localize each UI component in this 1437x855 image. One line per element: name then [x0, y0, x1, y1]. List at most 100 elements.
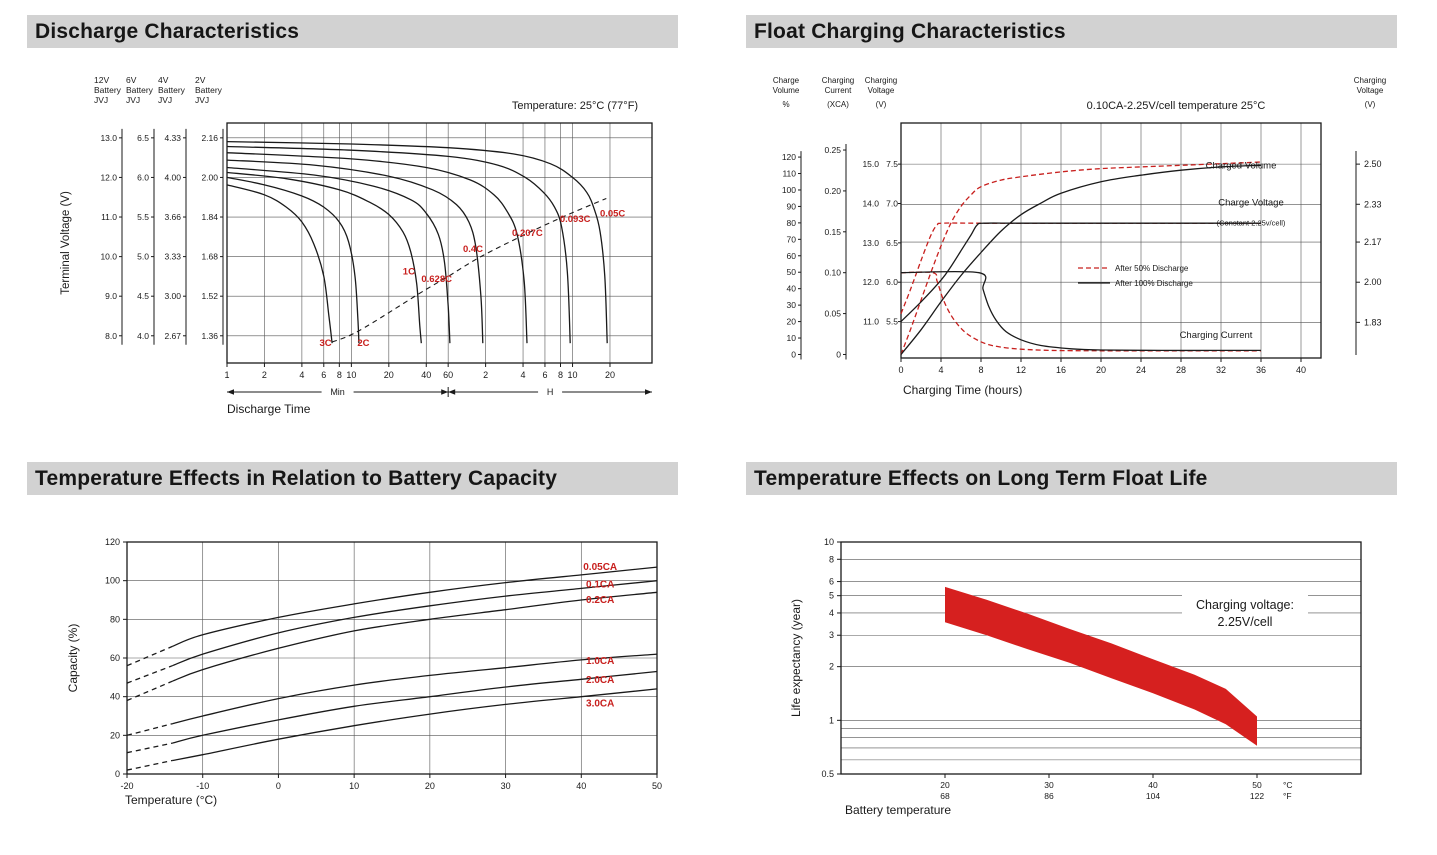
svg-text:2: 2 [262, 370, 267, 380]
panel-discharge-characteristics: Discharge Characteristics 1 2 4 6 8 10 20 40 60 2… [27, 15, 678, 416]
svg-text:20: 20 [787, 317, 797, 327]
svg-text:68: 68 [940, 791, 950, 801]
svg-text:(V): (V) [876, 100, 887, 109]
svg-text:10: 10 [346, 370, 356, 380]
svg-text:2: 2 [483, 370, 488, 380]
svg-text:3.0CA: 3.0CA [586, 698, 614, 709]
discharge-chart: 1 2 4 6 8 10 20 40 60 2 4 6 8 10 20 12V Battery JVJ 13.0 12… [27, 63, 707, 436]
svg-text:20: 20 [940, 780, 950, 790]
svg-text:4.33: 4.33 [164, 133, 181, 143]
svg-text:Charge: Charge [773, 76, 800, 85]
svg-text:4.0: 4.0 [137, 331, 149, 341]
svg-text:50: 50 [1252, 780, 1262, 790]
svg-text:6.5: 6.5 [886, 238, 898, 248]
svg-text:0.2CA: 0.2CA [586, 595, 614, 606]
svg-text:0.207C: 0.207C [512, 228, 543, 239]
svg-text:-10: -10 [196, 781, 209, 791]
svg-text:120: 120 [105, 537, 120, 547]
svg-text:30: 30 [501, 781, 511, 791]
svg-text:32: 32 [1216, 365, 1226, 375]
float-life-band [945, 586, 1257, 746]
svg-text:60: 60 [787, 251, 797, 261]
svg-text:1: 1 [829, 715, 834, 725]
svg-text:8: 8 [337, 370, 342, 380]
svg-text:8.0: 8.0 [105, 331, 117, 341]
svg-text:100: 100 [105, 576, 120, 586]
svg-text:2.0CA: 2.0CA [586, 675, 614, 686]
svg-text:40: 40 [110, 692, 120, 702]
svg-text:20: 20 [1096, 365, 1106, 375]
svg-text:0.25: 0.25 [824, 145, 841, 155]
svg-text:12: 12 [1016, 365, 1026, 375]
svg-text:0: 0 [791, 349, 796, 359]
svg-text:80: 80 [787, 218, 797, 228]
svg-text:5.5: 5.5 [886, 317, 898, 327]
svg-text:8: 8 [978, 365, 983, 375]
svg-text:6.0: 6.0 [137, 172, 149, 182]
svg-text:10: 10 [568, 370, 578, 380]
svg-text:JVJ: JVJ [158, 95, 172, 105]
svg-text:Charging voltage:: Charging voltage: [1196, 598, 1294, 612]
svg-text:Charging: Charging [822, 76, 854, 85]
float-charging-chart: 0 4 8 12 16 20 24 28 32 36 40 Charging Time (hours)… [746, 63, 1406, 436]
svg-text:2.00: 2.00 [201, 172, 218, 182]
svg-text:Temperature (°C): Temperature (°C) [125, 793, 217, 807]
svg-text:6: 6 [321, 370, 326, 380]
svg-text:9.0: 9.0 [105, 291, 117, 301]
svg-text:30: 30 [1044, 780, 1054, 790]
svg-text:1.0CA: 1.0CA [586, 656, 614, 667]
svg-text:Battery: Battery [126, 85, 154, 95]
svg-text:3C: 3C [319, 338, 331, 349]
svg-text:80: 80 [110, 614, 120, 624]
svg-text:JVJ: JVJ [195, 95, 209, 105]
svg-text:40: 40 [787, 284, 797, 294]
svg-text:40: 40 [1148, 780, 1158, 790]
svg-text:5: 5 [829, 591, 834, 601]
svg-text:Terminal Voltage (V): Terminal Voltage (V) [60, 191, 72, 295]
svg-text:4: 4 [521, 370, 526, 380]
svg-text:120: 120 [782, 152, 796, 162]
svg-text:2C: 2C [357, 338, 369, 349]
svg-text:0.10: 0.10 [824, 268, 841, 278]
svg-text:10: 10 [824, 537, 834, 547]
svg-text:11.0: 11.0 [863, 317, 879, 327]
svg-text:24: 24 [1136, 365, 1146, 375]
svg-text:0: 0 [898, 365, 903, 375]
svg-text:110: 110 [782, 169, 796, 179]
svg-text:3.33: 3.33 [164, 252, 181, 262]
svg-text:86: 86 [1044, 791, 1054, 801]
svg-text:(Constant 2.25v/cell): (Constant 2.25v/cell) [1217, 219, 1286, 228]
svg-text:2V: 2V [195, 75, 206, 85]
svg-text:After 100% Discharge: After 100% Discharge [1115, 279, 1193, 288]
svg-text:16: 16 [1056, 365, 1066, 375]
svg-text:100: 100 [782, 185, 796, 195]
svg-text:8: 8 [829, 554, 834, 564]
svg-text:12.0: 12.0 [862, 277, 879, 287]
svg-text:6.0: 6.0 [886, 277, 898, 287]
svg-text:0.05C: 0.05C [600, 208, 625, 219]
float-life-section-title: Temperature Effects on Long Term Float L… [754, 466, 1208, 490]
svg-text:90: 90 [787, 201, 797, 211]
panel-temperature-capacity: Temperature Effects in Relation to Batte… [27, 462, 678, 807]
svg-text:2.17: 2.17 [1364, 237, 1382, 247]
svg-text:4.00: 4.00 [164, 172, 181, 182]
svg-text:-20: -20 [120, 781, 133, 791]
svg-text:Charging: Charging [865, 76, 897, 85]
svg-text:4.5: 4.5 [137, 291, 149, 301]
temperature-capacity-section-header: Temperature Effects in Relation to Batte… [27, 462, 678, 495]
svg-text:50: 50 [787, 267, 797, 277]
svg-text:1.52: 1.52 [201, 291, 218, 301]
float-charging-section-header: Float Charging Characteristics [746, 15, 1397, 48]
svg-text:13.0: 13.0 [100, 133, 117, 143]
svg-text:Min: Min [330, 387, 345, 397]
svg-text:0.05CA: 0.05CA [583, 562, 617, 573]
svg-text:Voltage: Voltage [1357, 86, 1384, 95]
svg-text:7.0: 7.0 [886, 198, 898, 208]
svg-text:20: 20 [605, 370, 615, 380]
svg-text:2.25V/cell: 2.25V/cell [1218, 615, 1273, 629]
float-life-chart-svg: 1086543210.5206830864010450122°C°FChargi… [789, 537, 1362, 817]
svg-text:Current: Current [825, 86, 852, 95]
temperature-capacity-chart: -20 -10 0 10 20 30 40 50 0 20 40 60 80 100 120 Capacity… [27, 502, 687, 852]
svg-text:40: 40 [576, 781, 586, 791]
svg-text:3: 3 [829, 630, 834, 640]
